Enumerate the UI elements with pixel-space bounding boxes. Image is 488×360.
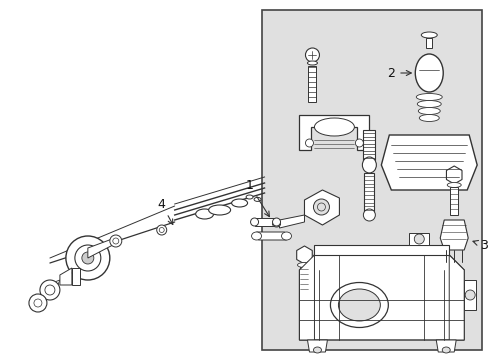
Polygon shape [408, 233, 428, 245]
Polygon shape [299, 115, 368, 150]
Ellipse shape [441, 347, 449, 353]
Polygon shape [279, 215, 304, 228]
Ellipse shape [362, 157, 376, 173]
Circle shape [305, 139, 313, 147]
Bar [364, 173, 374, 213]
Polygon shape [254, 218, 276, 226]
Circle shape [157, 225, 166, 235]
Circle shape [66, 236, 110, 280]
Ellipse shape [195, 209, 213, 219]
Polygon shape [299, 255, 463, 340]
Text: 1: 1 [245, 179, 269, 217]
Ellipse shape [414, 54, 442, 92]
Circle shape [34, 299, 42, 307]
Bar [426, 38, 431, 48]
Circle shape [29, 294, 47, 312]
Circle shape [317, 203, 325, 211]
Circle shape [464, 290, 474, 300]
Polygon shape [256, 232, 286, 240]
Ellipse shape [418, 114, 438, 122]
Ellipse shape [250, 218, 258, 226]
Circle shape [113, 238, 119, 244]
Polygon shape [448, 255, 463, 340]
Polygon shape [296, 246, 312, 264]
Circle shape [313, 199, 329, 215]
Ellipse shape [281, 232, 291, 240]
Bar [449, 187, 457, 215]
Polygon shape [439, 220, 467, 250]
Ellipse shape [314, 118, 354, 136]
Bar [308, 66, 316, 102]
Text: 3: 3 [472, 239, 487, 252]
Text: 4: 4 [158, 198, 172, 225]
Polygon shape [42, 280, 60, 296]
Polygon shape [304, 190, 339, 225]
Ellipse shape [338, 289, 380, 321]
Ellipse shape [272, 218, 280, 226]
Polygon shape [299, 255, 314, 340]
Ellipse shape [245, 195, 253, 199]
Polygon shape [435, 340, 455, 352]
Ellipse shape [421, 32, 436, 38]
Circle shape [75, 245, 101, 271]
Polygon shape [463, 280, 475, 310]
Polygon shape [60, 268, 72, 285]
Ellipse shape [447, 183, 460, 188]
Circle shape [45, 285, 55, 295]
Circle shape [305, 48, 319, 62]
Circle shape [81, 252, 94, 264]
Ellipse shape [254, 197, 261, 201]
Polygon shape [88, 238, 115, 258]
Ellipse shape [330, 283, 387, 328]
Circle shape [110, 235, 122, 247]
Circle shape [40, 280, 60, 300]
Bar [363, 130, 375, 160]
Ellipse shape [416, 100, 440, 108]
Ellipse shape [208, 205, 230, 215]
Circle shape [159, 228, 164, 233]
Ellipse shape [363, 209, 375, 221]
Ellipse shape [417, 108, 439, 114]
Polygon shape [314, 245, 448, 255]
Ellipse shape [313, 347, 321, 353]
Polygon shape [307, 340, 327, 352]
Ellipse shape [297, 262, 311, 267]
Bar [261, 10, 481, 350]
Polygon shape [446, 166, 461, 184]
Ellipse shape [251, 232, 261, 240]
Bar [300, 267, 308, 297]
Polygon shape [72, 268, 80, 285]
Ellipse shape [415, 94, 441, 100]
Ellipse shape [272, 221, 280, 227]
Circle shape [413, 234, 424, 244]
Circle shape [355, 139, 363, 147]
Ellipse shape [307, 61, 317, 65]
Ellipse shape [231, 199, 247, 207]
Text: 2: 2 [386, 67, 410, 80]
Polygon shape [381, 135, 476, 190]
